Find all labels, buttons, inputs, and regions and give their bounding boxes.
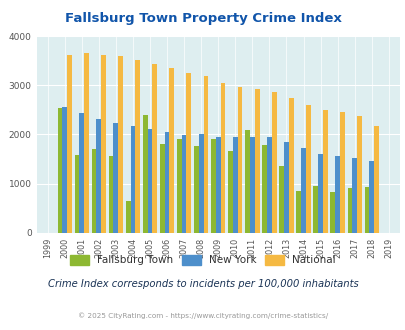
Bar xyxy=(143,115,147,233)
Bar xyxy=(322,110,327,233)
Bar xyxy=(62,107,67,233)
Bar xyxy=(271,92,276,233)
Bar xyxy=(330,192,335,233)
Bar xyxy=(79,113,84,233)
Bar xyxy=(313,185,318,233)
Bar xyxy=(67,55,72,233)
Bar xyxy=(101,55,106,233)
Bar xyxy=(301,148,305,233)
Bar xyxy=(339,112,344,233)
Bar xyxy=(118,56,123,233)
Bar xyxy=(279,166,284,233)
Bar xyxy=(305,105,310,233)
Bar xyxy=(262,145,266,233)
Bar xyxy=(249,137,254,233)
Bar xyxy=(211,139,215,233)
Text: © 2025 CityRating.com - https://www.cityrating.com/crime-statistics/: © 2025 CityRating.com - https://www.city… xyxy=(78,312,327,318)
Bar xyxy=(215,137,220,233)
Bar xyxy=(164,132,169,233)
Bar xyxy=(160,144,164,233)
Bar xyxy=(237,87,242,233)
Bar xyxy=(84,53,89,233)
Text: Fallsburg Town Property Crime Index: Fallsburg Town Property Crime Index xyxy=(64,12,341,24)
Bar xyxy=(194,146,198,233)
Bar xyxy=(75,155,79,233)
Bar xyxy=(177,139,181,233)
Bar xyxy=(220,83,225,233)
Bar xyxy=(347,188,352,233)
Bar xyxy=(232,137,237,233)
Bar xyxy=(288,98,293,233)
Bar xyxy=(373,126,378,233)
Bar xyxy=(352,158,356,233)
Bar xyxy=(126,201,130,233)
Bar xyxy=(369,161,373,233)
Bar xyxy=(266,137,271,233)
Bar xyxy=(147,129,152,233)
Bar xyxy=(296,191,301,233)
Bar xyxy=(318,154,322,233)
Legend: Fallsburg Town, New York, National: Fallsburg Town, New York, National xyxy=(66,251,339,270)
Bar xyxy=(135,60,140,233)
Bar xyxy=(198,135,203,233)
Bar xyxy=(228,151,232,233)
Bar xyxy=(130,126,135,233)
Bar xyxy=(92,149,96,233)
Bar xyxy=(356,116,361,233)
Bar xyxy=(181,135,186,233)
Text: Crime Index corresponds to incidents per 100,000 inhabitants: Crime Index corresponds to incidents per… xyxy=(47,279,358,289)
Bar xyxy=(113,123,118,233)
Bar xyxy=(245,130,249,233)
Bar xyxy=(186,73,191,233)
Bar xyxy=(109,155,113,233)
Bar xyxy=(203,76,208,233)
Bar xyxy=(284,142,288,233)
Bar xyxy=(169,68,174,233)
Bar xyxy=(58,108,62,233)
Bar xyxy=(96,119,101,233)
Bar xyxy=(335,156,339,233)
Bar xyxy=(152,64,157,233)
Bar xyxy=(254,89,259,233)
Bar xyxy=(364,186,369,233)
